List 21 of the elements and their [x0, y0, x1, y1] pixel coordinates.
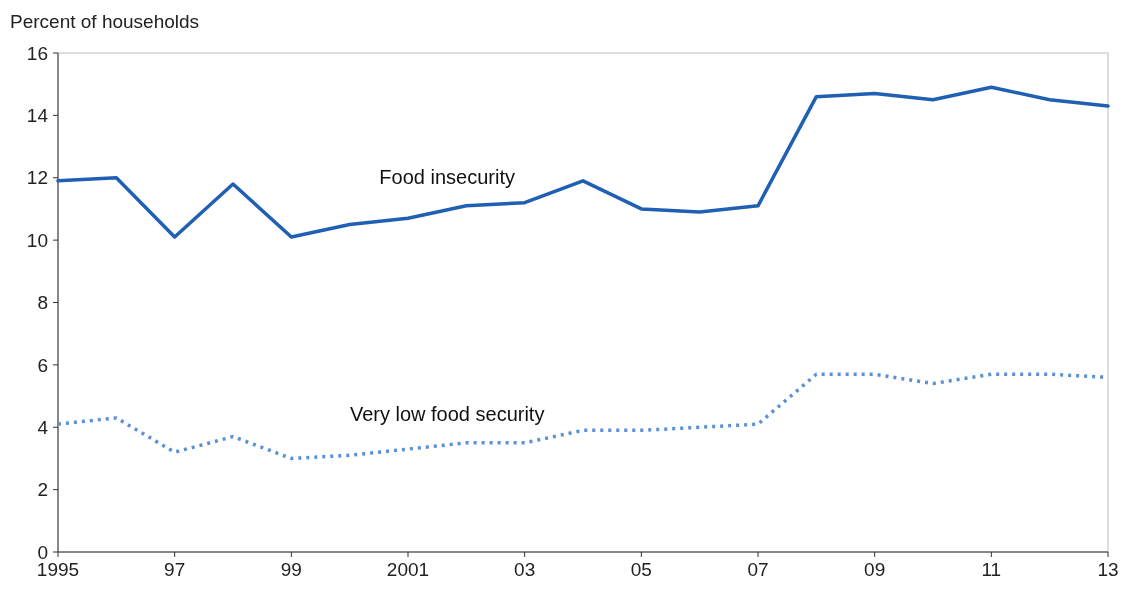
y-tick-label: 14 — [26, 105, 49, 127]
x-tick-label: 05 — [630, 559, 652, 580]
x-tick-label: 11 — [981, 559, 1002, 580]
y-tick-label: 8 — [37, 292, 48, 314]
y-tick-label: 12 — [26, 167, 48, 189]
y-axis-title: Percent of households — [10, 11, 200, 32]
y-tick-label: 10 — [26, 229, 48, 251]
x-tick-label: 99 — [280, 559, 302, 580]
x-tick-label: 13 — [1097, 559, 1119, 580]
x-tick-label: 03 — [514, 559, 536, 580]
x-tick-label: 09 — [864, 559, 886, 580]
line-series — [56, 85, 1110, 239]
y-tick-label: 4 — [37, 416, 49, 438]
series-label: Very low food security — [349, 402, 545, 425]
y-tick-label: 2 — [37, 479, 48, 501]
x-tick-label: 97 — [164, 559, 186, 580]
x-tick-label: 07 — [747, 559, 769, 580]
y-tick-label: 6 — [37, 354, 48, 376]
series-label: Food insecurity — [379, 165, 515, 188]
y-tick-label: 16 — [26, 42, 48, 64]
x-tick-label: 2001 — [386, 559, 430, 580]
